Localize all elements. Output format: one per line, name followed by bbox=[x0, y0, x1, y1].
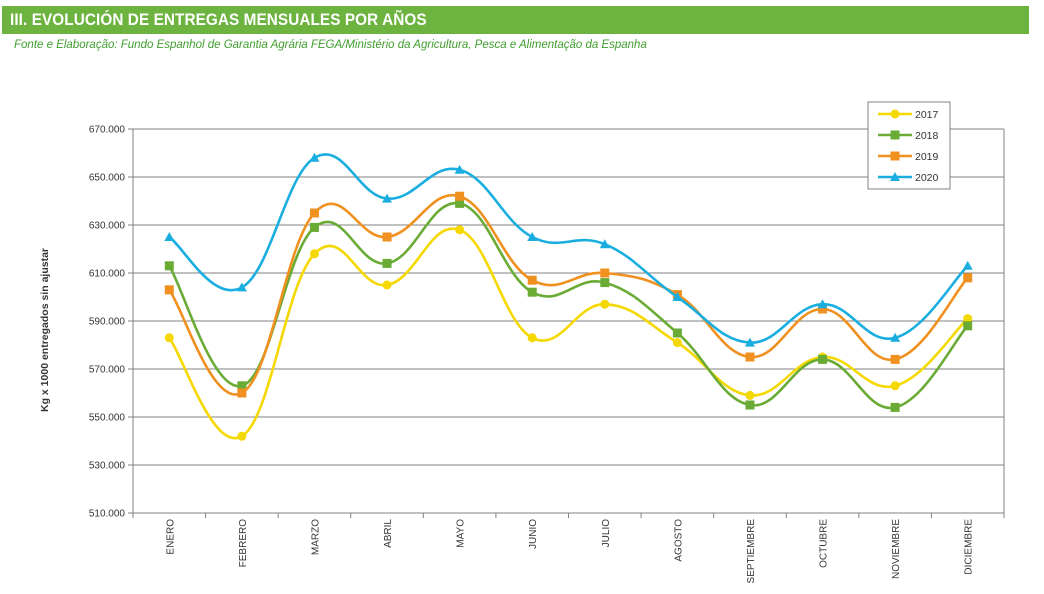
data-point-2018 bbox=[455, 198, 465, 208]
data-point-2020 bbox=[599, 239, 610, 249]
data-point-2018 bbox=[237, 381, 247, 391]
x-tick-label: OCTUBRE bbox=[819, 519, 830, 568]
data-point-2017 bbox=[455, 225, 465, 235]
legend-marker bbox=[890, 172, 900, 181]
x-tick-label: AGOSTO bbox=[673, 519, 684, 562]
legend-label: 2018 bbox=[915, 130, 939, 142]
data-point-2017 bbox=[527, 333, 537, 343]
data-point-2019 bbox=[309, 208, 319, 218]
x-tick-label: ENERO bbox=[165, 519, 176, 555]
y-axis-title: Kg x 1000 entregados sin ajustar bbox=[39, 248, 51, 412]
data-point-2019 bbox=[963, 273, 973, 283]
data-point-2019 bbox=[818, 304, 828, 314]
x-tick-label: DICIEMBRE bbox=[964, 519, 975, 575]
x-tick-label: JUNIO bbox=[528, 519, 539, 549]
x-tick-label: JULIO bbox=[601, 519, 612, 548]
data-point-2018 bbox=[309, 222, 319, 232]
data-point-2017 bbox=[672, 338, 682, 348]
y-tick-label: 670.000 bbox=[89, 125, 126, 136]
data-point-2020 bbox=[744, 337, 755, 347]
data-point-2019 bbox=[455, 191, 465, 201]
data-point-2017 bbox=[382, 280, 392, 290]
legend-label: 2019 bbox=[915, 151, 939, 163]
y-tick-label: 570.000 bbox=[89, 365, 126, 376]
data-point-2017 bbox=[164, 333, 174, 343]
data-point-2019 bbox=[527, 275, 537, 285]
legend-label: 2020 bbox=[915, 172, 939, 184]
y-tick-label: 530.000 bbox=[89, 461, 126, 472]
data-point-2017 bbox=[745, 390, 755, 400]
data-point-2019 bbox=[164, 285, 174, 295]
legend-item-2019: 2019 bbox=[878, 151, 939, 163]
data-point-2019 bbox=[745, 352, 755, 362]
y-axis: 510.000 530.000 550.000 570.000 590.000 610.0… bbox=[89, 125, 1005, 520]
data-point-2018 bbox=[890, 402, 900, 412]
data-point-2018 bbox=[745, 400, 755, 410]
legend-item-2020: 2020 bbox=[878, 172, 939, 184]
data-point-2017 bbox=[600, 299, 610, 309]
series-line-2020 bbox=[167, 153, 970, 344]
x-tick-label: NOVIEMBRE bbox=[891, 519, 902, 579]
x-axis: ENERO FEBRERO MARZO ABRIL MAYO JUNIO JULIO AGOS… bbox=[132, 513, 1005, 584]
data-point-2020 bbox=[890, 332, 901, 342]
data-point-2017 bbox=[309, 249, 319, 259]
series-2017 bbox=[164, 225, 973, 441]
data-point-2020 bbox=[672, 292, 683, 301]
x-tick-label: MAYO bbox=[456, 519, 467, 548]
legend-box bbox=[867, 101, 951, 190]
source-caption: Fonte e Elaboração: Fundo Espanhol de Ga… bbox=[14, 39, 647, 51]
data-point-2017 bbox=[237, 431, 247, 441]
data-point-2020 bbox=[962, 260, 973, 270]
legend-label: 2017 bbox=[915, 109, 939, 121]
header-bar: III. EVOLUCIÓN DE ENTREGAS MENSUALES POR… bbox=[2, 6, 1029, 34]
data-point-2018 bbox=[382, 258, 392, 268]
data-point-2018 bbox=[527, 287, 537, 297]
data-point-2019 bbox=[382, 232, 392, 242]
x-tick-label: ABRIL bbox=[383, 519, 394, 548]
data-point-2020 bbox=[527, 232, 538, 241]
data-point-2017 bbox=[890, 381, 900, 391]
y-tick-label: 650.000 bbox=[89, 173, 126, 184]
series-2020 bbox=[164, 152, 973, 347]
data-point-2020 bbox=[382, 193, 393, 203]
legend-item-2017: 2017 bbox=[878, 109, 939, 121]
data-point-2018 bbox=[818, 354, 828, 364]
data-point-2018 bbox=[963, 321, 973, 331]
series-line-2017 bbox=[167, 227, 970, 440]
data-point-2019 bbox=[890, 354, 900, 364]
page-title: III. EVOLUCIÓN DE ENTREGAS MENSUALES POR… bbox=[10, 10, 427, 29]
y-tick-label: 510.000 bbox=[89, 509, 126, 520]
legend-marker bbox=[890, 151, 900, 161]
y-tick-label: 630.000 bbox=[89, 221, 126, 232]
data-point-2020 bbox=[164, 232, 175, 241]
data-point-2018 bbox=[164, 261, 174, 271]
series-layer bbox=[164, 152, 973, 441]
legend-marker bbox=[890, 130, 900, 140]
data-point-2019 bbox=[600, 268, 610, 278]
legend-marker bbox=[890, 109, 900, 119]
legend: 2017 2018 2019 2020 bbox=[867, 101, 951, 190]
series-2018 bbox=[164, 198, 973, 412]
y-tick-label: 590.000 bbox=[89, 317, 126, 328]
series-line-2018 bbox=[167, 201, 970, 410]
x-tick-label: SEPTIEMBRE bbox=[746, 519, 757, 584]
data-point-2019 bbox=[237, 388, 247, 398]
y-tick-label: 550.000 bbox=[89, 413, 126, 424]
y-tick-label: 610.000 bbox=[89, 269, 126, 280]
data-point-2018 bbox=[600, 278, 610, 288]
data-point-2020 bbox=[309, 152, 320, 162]
legend-item-2018: 2018 bbox=[878, 130, 939, 142]
x-tick-label: FEBRERO bbox=[238, 519, 249, 568]
data-point-2020 bbox=[817, 299, 828, 309]
data-point-2020 bbox=[236, 282, 247, 292]
data-point-2020 bbox=[454, 164, 465, 174]
data-point-2017 bbox=[963, 314, 973, 324]
x-tick-label: MARZO bbox=[310, 519, 321, 555]
data-point-2018 bbox=[672, 328, 682, 338]
